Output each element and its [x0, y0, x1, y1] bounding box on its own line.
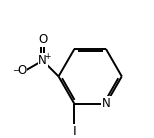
Text: +: +: [44, 52, 51, 61]
Text: N: N: [102, 97, 111, 110]
Text: O: O: [38, 33, 47, 46]
Text: O: O: [17, 64, 26, 77]
Text: I: I: [73, 125, 76, 138]
Text: N: N: [38, 54, 47, 67]
Text: −: −: [13, 66, 20, 75]
